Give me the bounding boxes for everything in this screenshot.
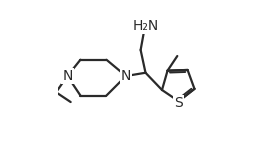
Text: N: N [121, 69, 131, 83]
Text: N: N [62, 69, 73, 83]
Text: H₂N: H₂N [132, 19, 159, 33]
Text: S: S [174, 96, 183, 110]
